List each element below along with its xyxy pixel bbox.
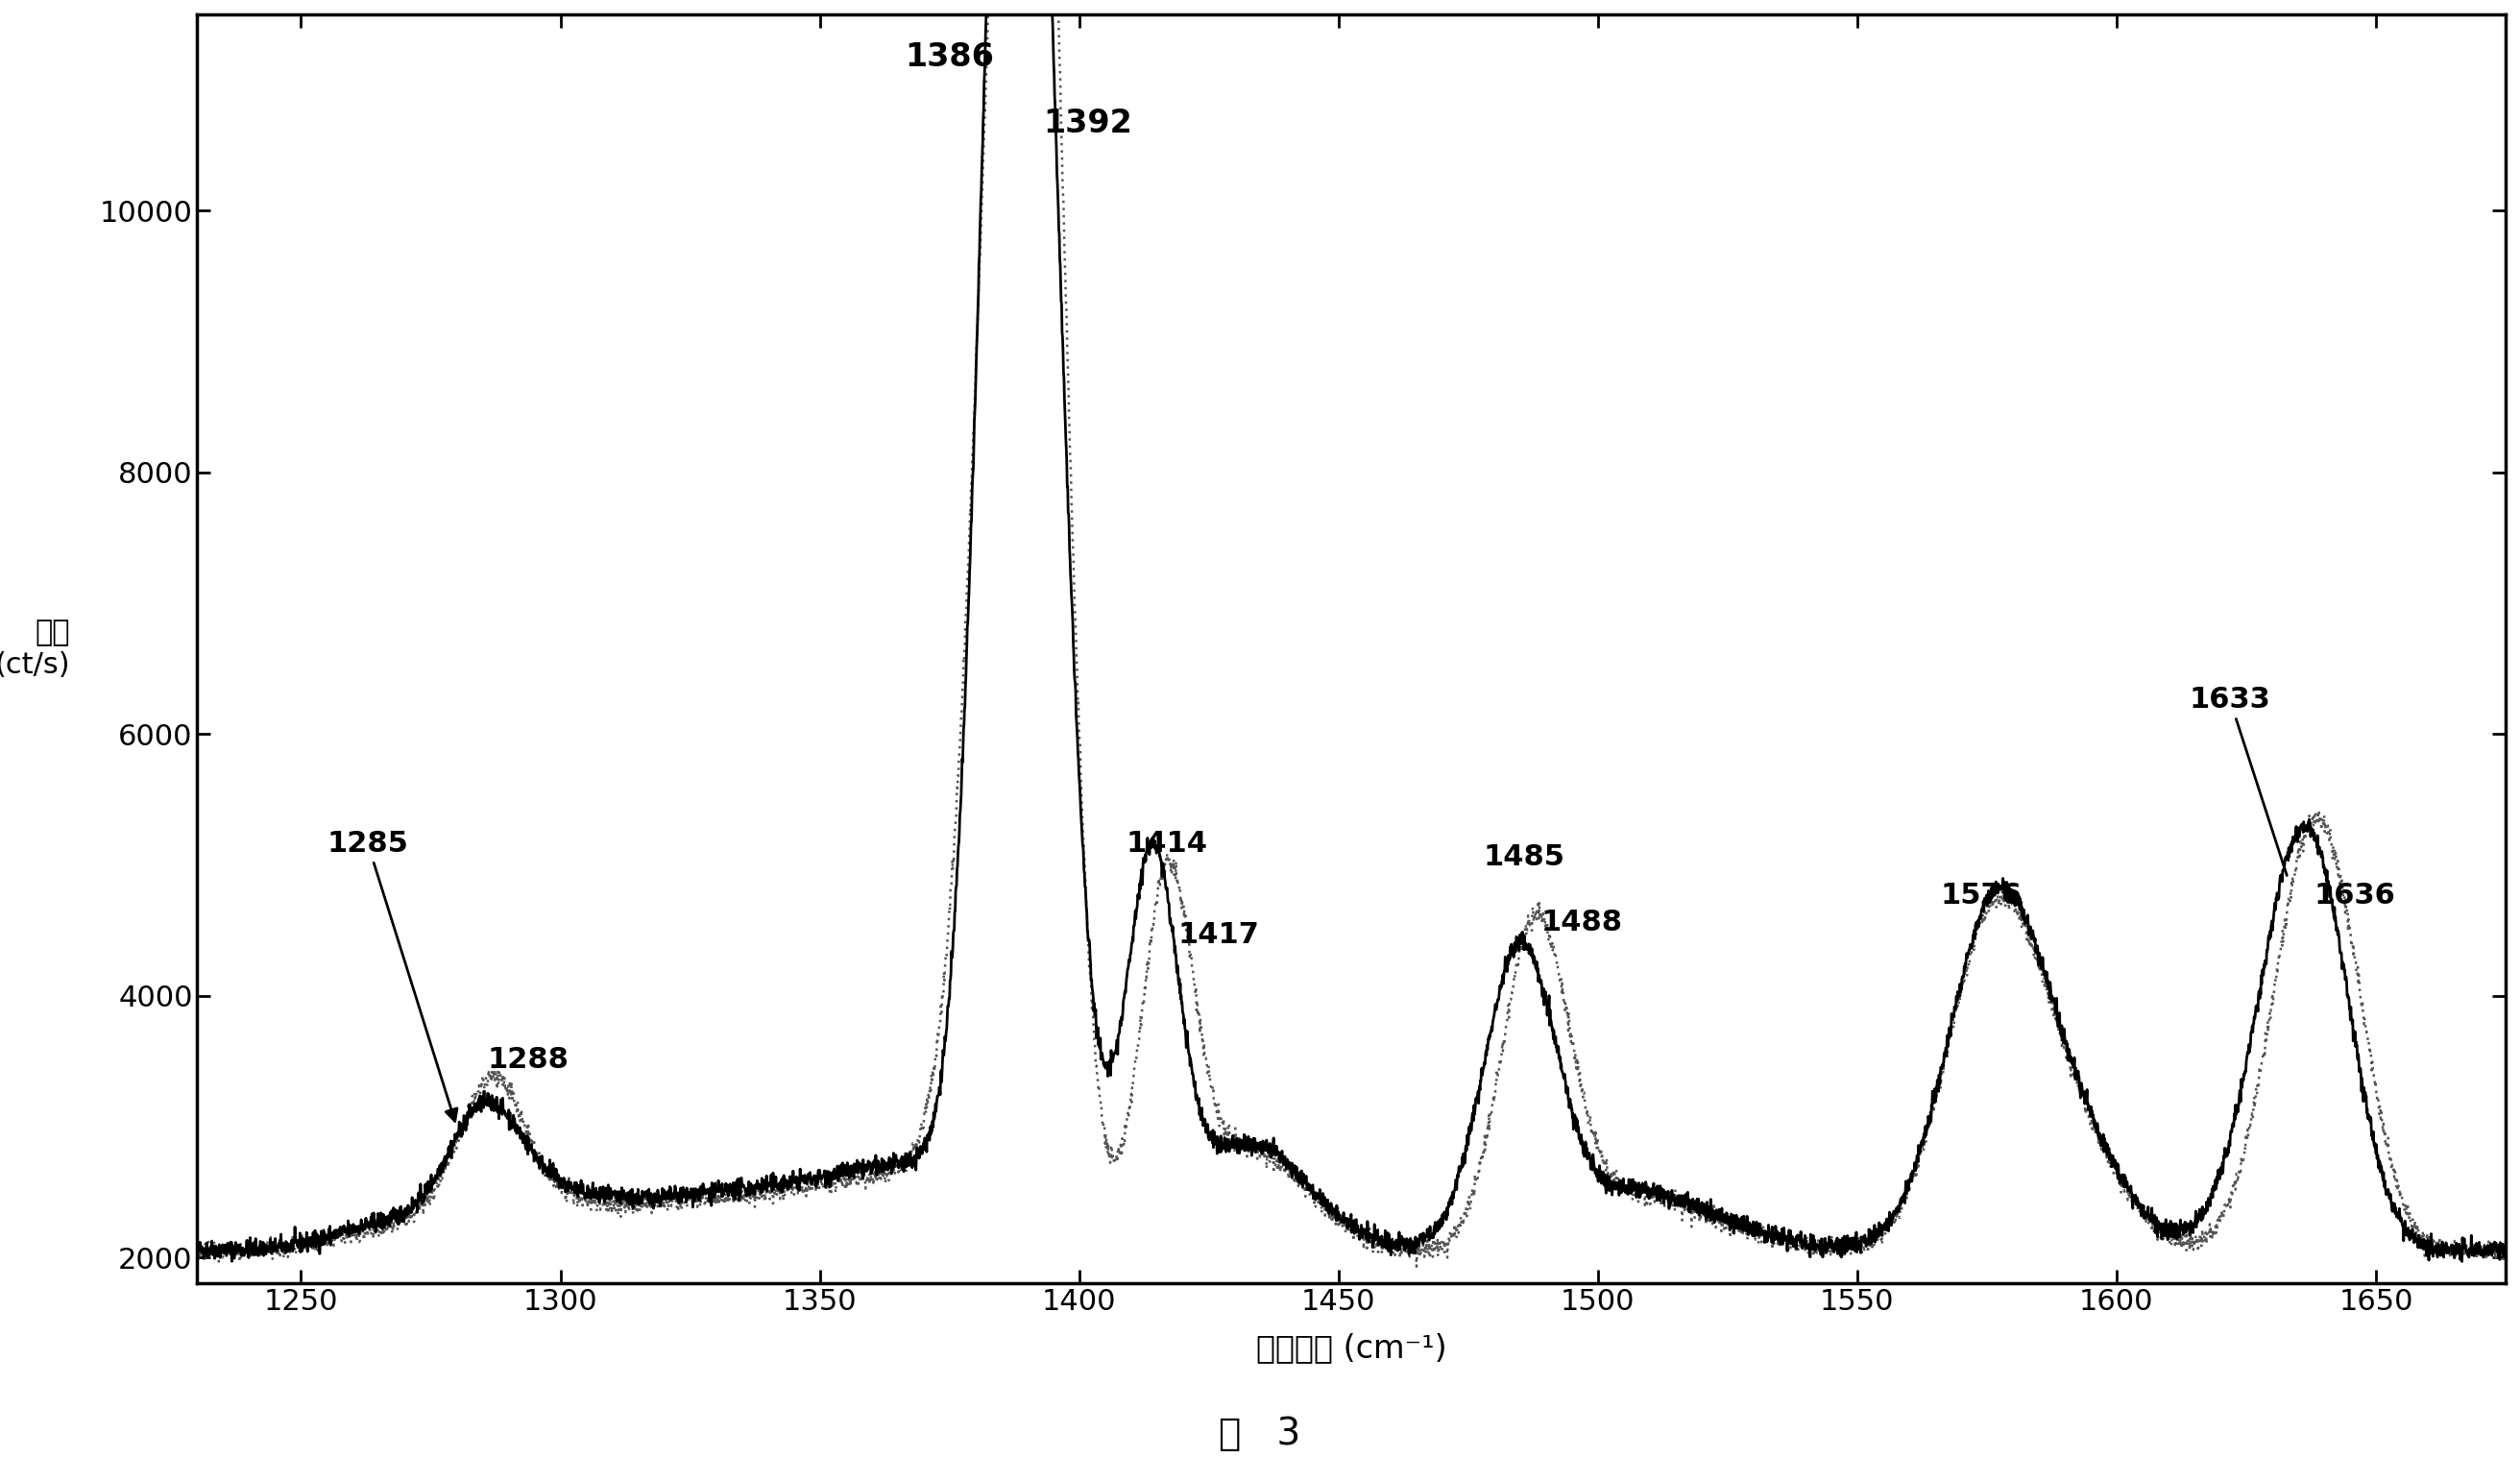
- Y-axis label: 强度
(ct/s): 强度 (ct/s): [0, 619, 71, 679]
- Text: 1576: 1576: [1940, 882, 2021, 910]
- X-axis label: 拉曼位移 (cm⁻¹): 拉曼位移 (cm⁻¹): [1255, 1332, 1446, 1363]
- Text: 1636: 1636: [2313, 882, 2394, 910]
- Text: 1285: 1285: [328, 830, 456, 1122]
- Text: 1633: 1633: [2190, 686, 2288, 876]
- Text: 1288: 1288: [489, 1046, 570, 1073]
- Text: 1386: 1386: [905, 41, 993, 74]
- Text: 1417: 1417: [1177, 922, 1260, 948]
- Text: 图   3: 图 3: [1220, 1417, 1300, 1452]
- Text: 1414: 1414: [1126, 830, 1207, 858]
- Text: 1488: 1488: [1540, 908, 1623, 937]
- Text: 1392: 1392: [1043, 107, 1131, 139]
- Text: 1485: 1485: [1484, 843, 1565, 871]
